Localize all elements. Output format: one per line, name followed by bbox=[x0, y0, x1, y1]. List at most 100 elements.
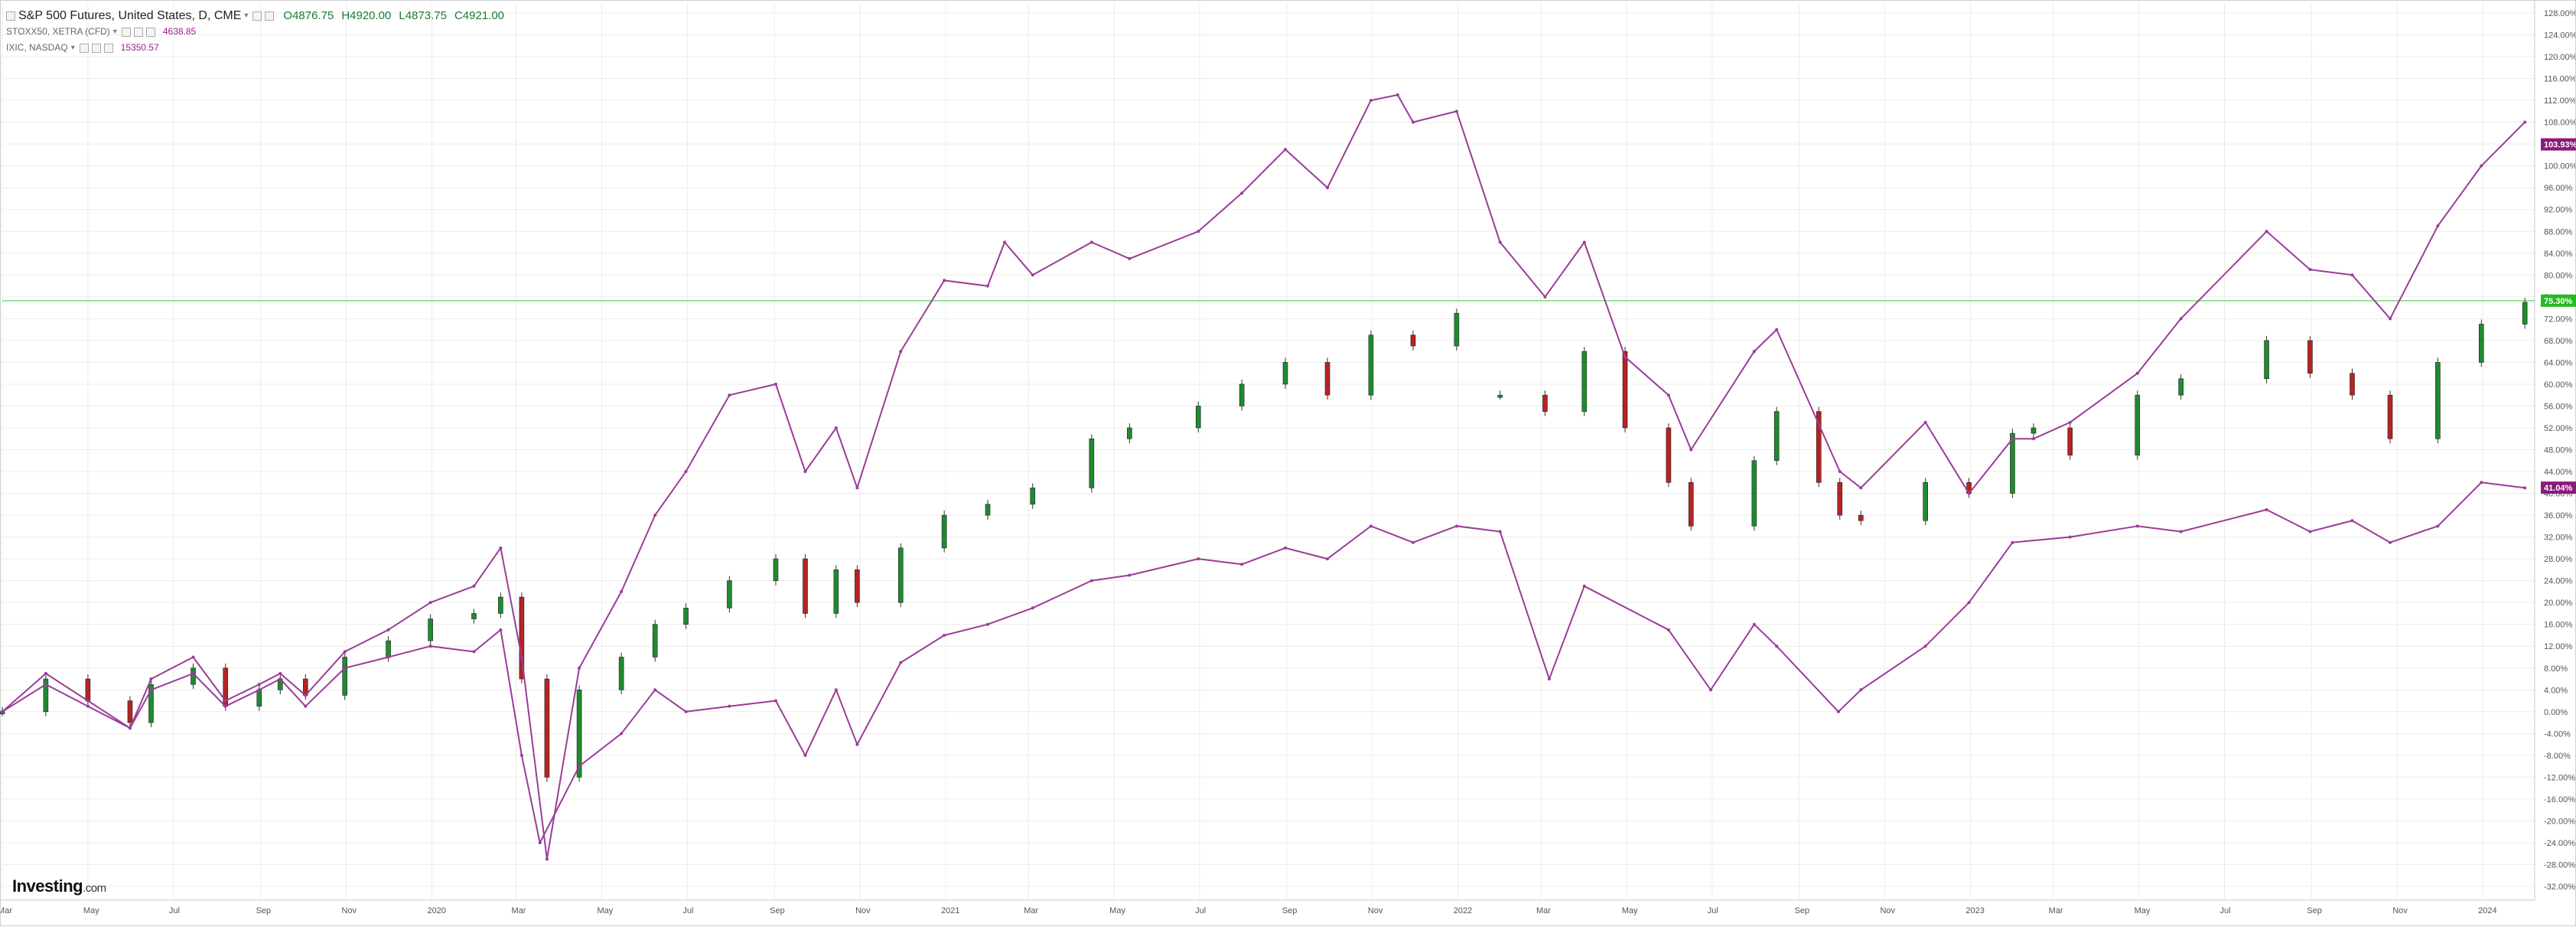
candle-body[interactable] bbox=[1454, 312, 1460, 347]
candle-body[interactable] bbox=[2387, 394, 2393, 439]
candle-body[interactable] bbox=[855, 569, 860, 603]
chevron-down-icon[interactable]: ▾ bbox=[244, 11, 249, 20]
collapse-icon[interactable] bbox=[6, 11, 15, 21]
series-point bbox=[1708, 688, 1712, 692]
series-point bbox=[1547, 677, 1551, 681]
x-tick-label: Sep bbox=[2307, 906, 2322, 915]
candle-body[interactable] bbox=[897, 547, 904, 603]
candle-body[interactable] bbox=[2350, 373, 2355, 396]
candle-body[interactable] bbox=[773, 558, 779, 581]
series-point bbox=[519, 655, 523, 659]
series-point bbox=[304, 693, 308, 697]
series-point bbox=[2350, 519, 2354, 523]
candle-body[interactable] bbox=[618, 657, 624, 690]
series-point bbox=[86, 704, 90, 708]
series-point bbox=[386, 655, 390, 659]
y-tick-label: 24.00% bbox=[2544, 577, 2573, 586]
candle-body[interactable] bbox=[1837, 481, 1843, 516]
visibility-icon[interactable] bbox=[79, 43, 89, 53]
candle-body[interactable] bbox=[1816, 411, 1822, 483]
chart-legend: S&P 500 Futures, United States, D, CME ▾… bbox=[6, 8, 512, 56]
candle-body[interactable] bbox=[2264, 340, 2269, 380]
candle-body[interactable] bbox=[85, 678, 91, 701]
candle-body[interactable] bbox=[2478, 324, 2484, 363]
candle-body[interactable] bbox=[498, 596, 503, 614]
candle-body[interactable] bbox=[2522, 302, 2528, 325]
candle-body[interactable] bbox=[1622, 351, 1628, 429]
candle-body[interactable] bbox=[256, 689, 262, 706]
y-tick-label: 112.00% bbox=[2544, 96, 2576, 106]
candle-body[interactable] bbox=[544, 678, 550, 778]
candle-body[interactable] bbox=[1581, 351, 1588, 412]
y-tick-label: 88.00% bbox=[2544, 227, 2573, 237]
candle-body[interactable] bbox=[2135, 394, 2141, 455]
legend-main-symbol[interactable]: S&P 500 Futures, United States, D, CME ▾… bbox=[6, 8, 512, 24]
candle-body[interactable] bbox=[683, 608, 689, 625]
candle-body[interactable] bbox=[2307, 340, 2313, 374]
candle-body[interactable] bbox=[1410, 334, 1416, 347]
legend-overlay-ixic[interactable]: IXIC, NASDAQ ▾ 15350.57 bbox=[6, 40, 512, 56]
investing-logo: Investing.com bbox=[12, 876, 106, 896]
candle-body[interactable] bbox=[519, 596, 525, 680]
x-tick-label: Jul bbox=[169, 906, 180, 915]
candle-body[interactable] bbox=[1239, 383, 1245, 406]
close-icon[interactable] bbox=[145, 27, 155, 37]
x-tick-label: 2020 bbox=[427, 906, 445, 915]
candle-body[interactable] bbox=[1858, 514, 1864, 521]
candle-body[interactable] bbox=[1368, 334, 1374, 396]
candle-body[interactable] bbox=[833, 569, 839, 614]
series-point bbox=[834, 688, 838, 692]
close-icon[interactable] bbox=[103, 43, 113, 53]
candle-body[interactable] bbox=[1324, 362, 1330, 396]
close-icon[interactable] bbox=[265, 11, 275, 21]
candle-body[interactable] bbox=[727, 580, 732, 609]
legend-overlay-stoxx[interactable]: STOXX50, XETRA (CFD) ▾ 4638.85 bbox=[6, 24, 512, 40]
candle-body[interactable] bbox=[652, 624, 658, 658]
y-tick-label: -16.00% bbox=[2544, 795, 2575, 804]
candle-body[interactable] bbox=[43, 678, 49, 713]
x-tick-label: Sep bbox=[770, 906, 785, 915]
settings-icon[interactable] bbox=[133, 27, 143, 37]
settings-icon[interactable] bbox=[252, 11, 262, 21]
candle-body[interactable] bbox=[1195, 406, 1201, 429]
candle-body[interactable] bbox=[386, 640, 391, 658]
candle-body[interactable] bbox=[342, 657, 347, 696]
series-point bbox=[1454, 524, 1458, 528]
candle-body[interactable] bbox=[1542, 394, 1548, 412]
candle-body[interactable] bbox=[985, 504, 991, 516]
candle-body[interactable] bbox=[2010, 432, 2015, 494]
candle-body[interactable] bbox=[2031, 427, 2037, 434]
candle-body[interactable] bbox=[127, 700, 133, 723]
chevron-down-icon[interactable]: ▾ bbox=[70, 44, 75, 52]
candle-body[interactable] bbox=[1666, 427, 1672, 483]
chevron-down-icon[interactable]: ▾ bbox=[112, 28, 117, 36]
candle-body[interactable] bbox=[148, 684, 154, 723]
candle-body[interactable] bbox=[941, 514, 947, 549]
candle-body[interactable] bbox=[1030, 488, 1036, 505]
candle-body[interactable] bbox=[1497, 394, 1503, 398]
candle-body[interactable] bbox=[2435, 362, 2441, 439]
candle-body[interactable] bbox=[471, 613, 477, 619]
candle-body[interactable] bbox=[576, 689, 582, 778]
candle-body[interactable] bbox=[1923, 481, 1928, 521]
series-point bbox=[2135, 524, 2139, 528]
candle-body[interactable] bbox=[1089, 438, 1095, 488]
y-tick-label: 28.00% bbox=[2544, 555, 2573, 564]
settings-icon[interactable] bbox=[91, 43, 101, 53]
candle-body[interactable] bbox=[1282, 362, 1288, 385]
candle-body[interactable] bbox=[428, 618, 433, 641]
candle-body[interactable] bbox=[1751, 460, 1757, 527]
series-point bbox=[578, 765, 581, 768]
x-tick-label: Jul bbox=[2220, 906, 2231, 915]
y-tick-label: 32.00% bbox=[2544, 534, 2573, 543]
candle-body[interactable] bbox=[2067, 427, 2073, 455]
candle-body[interactable] bbox=[803, 558, 808, 614]
visibility-icon[interactable] bbox=[121, 27, 131, 37]
candle-body[interactable] bbox=[1127, 427, 1132, 439]
candle-body[interactable] bbox=[2178, 378, 2184, 396]
series-point bbox=[1543, 295, 1547, 299]
candle-body[interactable] bbox=[1773, 411, 1780, 462]
candle-body[interactable] bbox=[1688, 481, 1694, 527]
